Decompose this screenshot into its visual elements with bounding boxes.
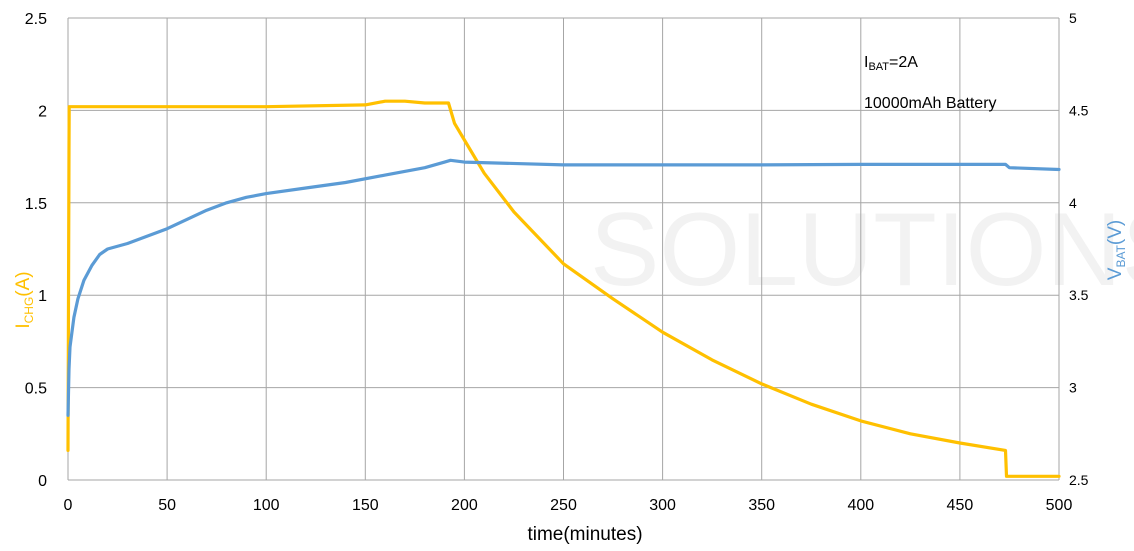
y-right-tick-label: 5 <box>1069 10 1077 26</box>
y-right-label-sub: BAT <box>1114 244 1128 267</box>
x-tick-label: 50 <box>158 497 176 514</box>
y-left-label-unit: (A) <box>13 271 34 296</box>
y-right-tick-label: 4 <box>1069 195 1077 211</box>
annotation-ibat-rest: =2A <box>889 54 918 71</box>
x-tick-label: 0 <box>64 497 73 514</box>
x-tick-label: 100 <box>253 497 280 514</box>
annotation-ibat-main: I <box>864 54 868 71</box>
annotation-ibat: IBAT=2A <box>864 54 918 73</box>
y-left-tick-label: 1.5 <box>25 196 47 213</box>
x-tick-label: 250 <box>550 497 577 514</box>
y-left-label-main: I <box>13 323 34 328</box>
y-left-tick-label: 1 <box>38 288 47 305</box>
y-left-tick-label: 2.5 <box>25 11 47 28</box>
y-left-tick-label: 0 <box>38 473 47 490</box>
y-left-label-sub: CHG <box>22 297 36 324</box>
ichg-series-line <box>66 99 1061 478</box>
y-right-tick-label: 3 <box>1069 380 1077 396</box>
watermark-text: SOLUTIONS <box>590 192 1134 308</box>
grid <box>67 17 1060 481</box>
x-tick-labels: 0 50 100 150 200 250 300 350 400 450 500 <box>64 497 1073 514</box>
y-left-axis-title: ICHG(A) <box>13 271 36 328</box>
y-left-tick-label: 2 <box>38 103 47 120</box>
y-right-tick-label: 2.5 <box>1069 472 1089 488</box>
y-right-tick-label: 4.5 <box>1069 102 1089 118</box>
x-tick-label: 450 <box>947 497 974 514</box>
y-right-tick-labels: 2.5 3 3.5 4 4.5 5 <box>1069 10 1089 488</box>
y-left-tick-label: 0.5 <box>25 381 47 398</box>
x-tick-label: 200 <box>451 497 478 514</box>
x-tick-label: 400 <box>847 497 874 514</box>
y-right-label-unit: (V) <box>1105 220 1126 245</box>
annotation-ibat-sub: BAT <box>868 61 889 73</box>
series-layer <box>66 99 1061 478</box>
y-right-axis-title: VBAT(V) <box>1105 220 1128 280</box>
vbat-series-line <box>66 158 1061 417</box>
y-right-label-main: V <box>1105 267 1126 280</box>
annotation-battery: 10000mAh Battery <box>864 95 997 112</box>
x-tick-label: 300 <box>649 497 676 514</box>
y-right-tick-label: 3.5 <box>1069 287 1089 303</box>
y-left-tick-labels: 0 0.5 1 1.5 2 2.5 <box>25 11 47 490</box>
x-tick-label: 350 <box>748 497 775 514</box>
watermark: SOLUTIONS <box>590 192 1134 308</box>
x-axis-title: time(minutes) <box>527 524 642 545</box>
x-tick-label: 150 <box>352 497 379 514</box>
x-tick-label: 500 <box>1046 497 1073 514</box>
